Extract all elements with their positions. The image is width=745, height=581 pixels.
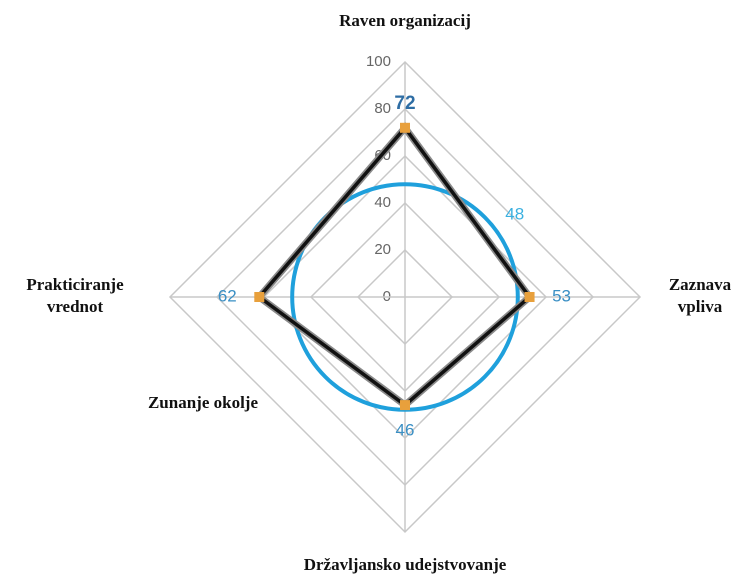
category-label: Raven organizacij	[339, 11, 471, 30]
category-label: Prakticiranje vrednot	[26, 275, 124, 316]
category-label-line: vrednot	[47, 297, 104, 316]
r-tick-label: 100	[366, 53, 391, 70]
annotation: Zunanje okolje	[148, 393, 258, 412]
r-tick-label: 20	[374, 241, 391, 258]
marker	[524, 292, 535, 302]
r-tick-label: 80	[374, 100, 391, 117]
category-label: Državljansko udejstvovanje	[304, 555, 507, 574]
data-label: 72	[394, 93, 415, 114]
marker	[254, 292, 265, 302]
data-label: 53	[552, 286, 571, 305]
marker	[400, 122, 410, 133]
series-line	[256, 124, 532, 408]
r-tick-label: 40	[374, 194, 391, 211]
category-label-line: vpliva	[678, 297, 723, 316]
data-label: 46	[396, 421, 415, 440]
category-label-line: Prakticiranje	[26, 275, 124, 294]
marker	[400, 400, 410, 411]
category-label: Zaznava vpliva	[669, 275, 732, 316]
category-label-line: Zaznava	[669, 275, 732, 294]
series-outline	[254, 122, 535, 410]
data-label: 62	[218, 286, 237, 305]
reference-label: 48	[505, 205, 524, 224]
